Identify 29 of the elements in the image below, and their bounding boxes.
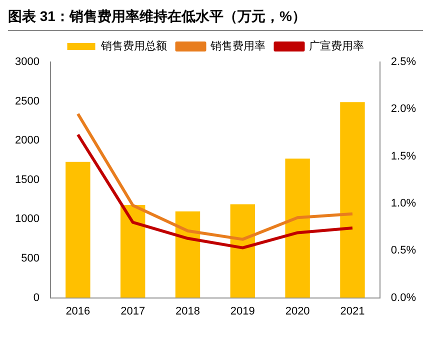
bar: [120, 205, 146, 298]
legend-label: 销售费用总额: [100, 40, 167, 53]
legend-label: 广宣费用率: [308, 40, 364, 53]
bar: [285, 158, 310, 298]
bar: [175, 211, 200, 298]
y-tick-label: 2000: [14, 134, 40, 147]
y-tick-label: 1000: [14, 213, 40, 226]
y2-tick-label: 0.5%: [390, 244, 416, 257]
x-tick-label: 2021: [340, 305, 365, 318]
x-tick-label: 2019: [230, 305, 255, 318]
x-tick-label: 2016: [66, 305, 90, 318]
y-tick-label: 500: [21, 252, 40, 265]
y-tick-label: 2500: [14, 95, 40, 108]
legend-label: 销售费用率: [209, 40, 266, 53]
y2-tick-label: 2.0%: [390, 103, 416, 116]
y2-tick-label: 1.5%: [390, 150, 416, 162]
chart-title: 图表 31：销售费用率维持在低水平（万元，%）: [8, 8, 423, 31]
bar: [230, 204, 256, 298]
x-tick-label: 2017: [120, 305, 146, 318]
bar: [66, 162, 90, 298]
y-tick-label: 3000: [14, 56, 40, 68]
x-tick-label: 2020: [285, 305, 310, 318]
y2-tick-label: 2.5%: [390, 56, 416, 68]
bar: [340, 102, 365, 298]
y2-tick-label: 1.0%: [390, 198, 416, 210]
y2-tick-label: 0.0%: [390, 292, 416, 304]
y-tick-label: 0: [33, 292, 40, 304]
x-tick-label: 2018: [176, 305, 200, 318]
y-tick-label: 1500: [14, 174, 40, 186]
